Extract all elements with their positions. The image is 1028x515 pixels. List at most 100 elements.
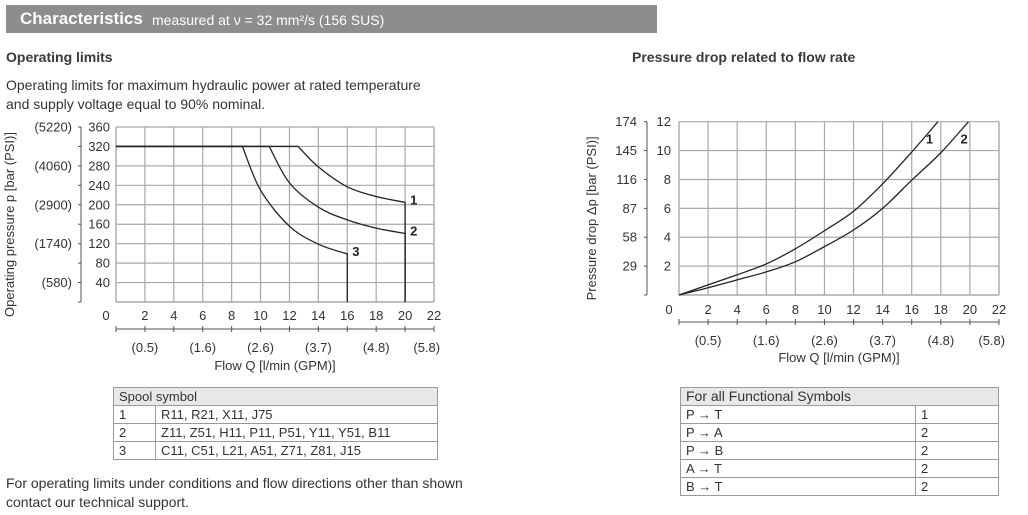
series-2-curve xyxy=(678,121,969,296)
y-axis-label: Pressure drop Δp [bar (PSI)] xyxy=(584,136,599,300)
y2-tick-label: (5220) xyxy=(34,120,72,135)
curve-cell: 2 xyxy=(915,441,999,460)
y2-tick-label: (2900) xyxy=(34,197,72,212)
path-cell: A → T xyxy=(680,459,916,478)
x-tick-label: 4 xyxy=(170,308,177,323)
series-1-curve xyxy=(116,145,406,302)
y2-tick-label: 58 xyxy=(623,230,637,245)
x-tick-label: 6 xyxy=(763,302,770,317)
x-tick-label: 22 xyxy=(427,308,441,323)
table-row: 1 R11, R21, X11, J75 xyxy=(113,405,438,424)
x-tick-label: 2 xyxy=(141,308,148,323)
operating-limits-description: Operating limits for maximum hydraulic p… xyxy=(6,76,421,114)
x-tick-label: 18 xyxy=(934,302,948,317)
y2-tick-label: 87 xyxy=(623,201,637,216)
y-tick-label: 240 xyxy=(88,178,110,193)
y-tick-label: 8 xyxy=(664,172,671,187)
path-cell: P → T xyxy=(680,405,916,424)
table-row: 2 Z11, Z51, H11, P11, P51, Y11, Y51, B11 xyxy=(113,423,438,442)
x-tick-label: 6 xyxy=(199,308,206,323)
x2-tick-label: (0.5) xyxy=(132,340,159,355)
x-axis-label: Flow Q [l/min (GPM)] xyxy=(778,350,899,365)
y-tick-label: 120 xyxy=(88,236,110,251)
x2-tick-label: (2.6) xyxy=(811,333,838,348)
y2-tick-label: (1740) xyxy=(34,236,72,251)
path-cell: B → T xyxy=(680,477,916,496)
x-tick-label: 4 xyxy=(734,302,741,317)
series-label: 2 xyxy=(960,132,967,147)
x2-tick-label: (0.5) xyxy=(695,333,722,348)
x-tick-label: 12 xyxy=(282,308,296,323)
x-tick-label: 20 xyxy=(398,308,412,323)
section-subtitle: measured at ν = 32 mm²/s (156 SUS) xyxy=(152,12,385,28)
table-header: Spool symbol xyxy=(113,387,438,406)
y2-tick-label: 29 xyxy=(623,259,637,274)
x2-tick-label: (4.8) xyxy=(927,333,954,348)
curve-cell: 2 xyxy=(915,477,999,496)
table-row: 3 C11, C51, L21, A51, Z71, Z81, J15 xyxy=(113,441,438,460)
y-tick-label: 40 xyxy=(96,275,110,290)
curve-cell: 2 xyxy=(915,423,999,442)
x-tick-label: 16 xyxy=(340,308,354,323)
series-3-curve xyxy=(116,145,348,302)
y-tick-label: 200 xyxy=(88,197,110,212)
section-header-bar: Characteristics measured at ν = 32 mm²/s… xyxy=(6,5,657,33)
table-header: For all Functional Symbols xyxy=(680,387,999,406)
x-tick-label: 0 xyxy=(102,308,109,323)
x2-tick-label: (1.6) xyxy=(753,333,780,348)
operating-limits-heading: Operating limits xyxy=(6,49,113,65)
x-tick-label: 12 xyxy=(846,302,860,317)
y2-tick-label: (580) xyxy=(42,275,72,290)
description-line: Operating limits for maximum hydraulic p… xyxy=(6,77,421,93)
x-tick-label: 16 xyxy=(904,302,918,317)
y-axis-label: Operating pressure p [bar (PSI)] xyxy=(2,132,17,317)
y-tick-label: 6 xyxy=(664,201,671,216)
curve-cell: 1 xyxy=(113,405,156,424)
x-tick-label: 8 xyxy=(228,308,235,323)
x2-tick-label: (1.6) xyxy=(189,340,216,355)
y-tick-label: 80 xyxy=(96,256,110,271)
y-tick-label: 2 xyxy=(664,259,671,274)
y2-tick-label: (4060) xyxy=(34,158,72,173)
y-tick-label: 280 xyxy=(88,158,110,173)
x2-tick-label: (3.7) xyxy=(869,333,896,348)
y-tick-label: 320 xyxy=(88,139,110,154)
x2-tick-label: (5.8) xyxy=(413,340,440,355)
spools-cell: C11, C51, L21, A51, Z71, Z81, J15 xyxy=(155,441,438,460)
path-cell: P → B xyxy=(680,441,916,460)
spools-cell: R11, R21, X11, J75 xyxy=(155,405,438,424)
series-2-curve xyxy=(116,145,406,302)
y-tick-label: 360 xyxy=(88,120,110,135)
x2-tick-label: (3.7) xyxy=(305,340,332,355)
description-line: and supply voltage equal to 90% nominal. xyxy=(6,96,266,112)
series-label: 1 xyxy=(926,132,933,147)
series-label: 1 xyxy=(410,192,417,207)
y2-tick-label: 145 xyxy=(615,143,637,158)
section-title: Characteristics xyxy=(20,9,143,28)
x-tick-label: 22 xyxy=(992,302,1006,317)
curve-cell: 2 xyxy=(113,423,156,442)
series-label: 3 xyxy=(352,244,359,259)
spools-cell: Z11, Z51, H11, P11, P51, Y11, Y51, B11 xyxy=(155,423,438,442)
pressure-drop-heading: Pressure drop related to flow rate xyxy=(632,49,856,65)
curve-cell: 3 xyxy=(113,441,156,460)
series-label: 2 xyxy=(410,223,417,238)
note-line: For operating limits under conditions an… xyxy=(6,475,463,491)
y-tick-label: 4 xyxy=(664,230,671,245)
x2-tick-label: (4.8) xyxy=(363,340,390,355)
x-tick-label: 8 xyxy=(792,302,799,317)
x-tick-label: 20 xyxy=(963,302,977,317)
x-axis-label: Flow Q [l/min (GPM)] xyxy=(214,358,335,373)
y-tick-label: 10 xyxy=(657,143,671,158)
x-tick-label: 14 xyxy=(311,308,325,323)
y2-tick-label: 174 xyxy=(615,114,637,129)
y2-tick-label: 116 xyxy=(616,172,637,187)
support-note: For operating limits under conditions an… xyxy=(6,474,463,512)
series-1-curve xyxy=(678,121,939,296)
